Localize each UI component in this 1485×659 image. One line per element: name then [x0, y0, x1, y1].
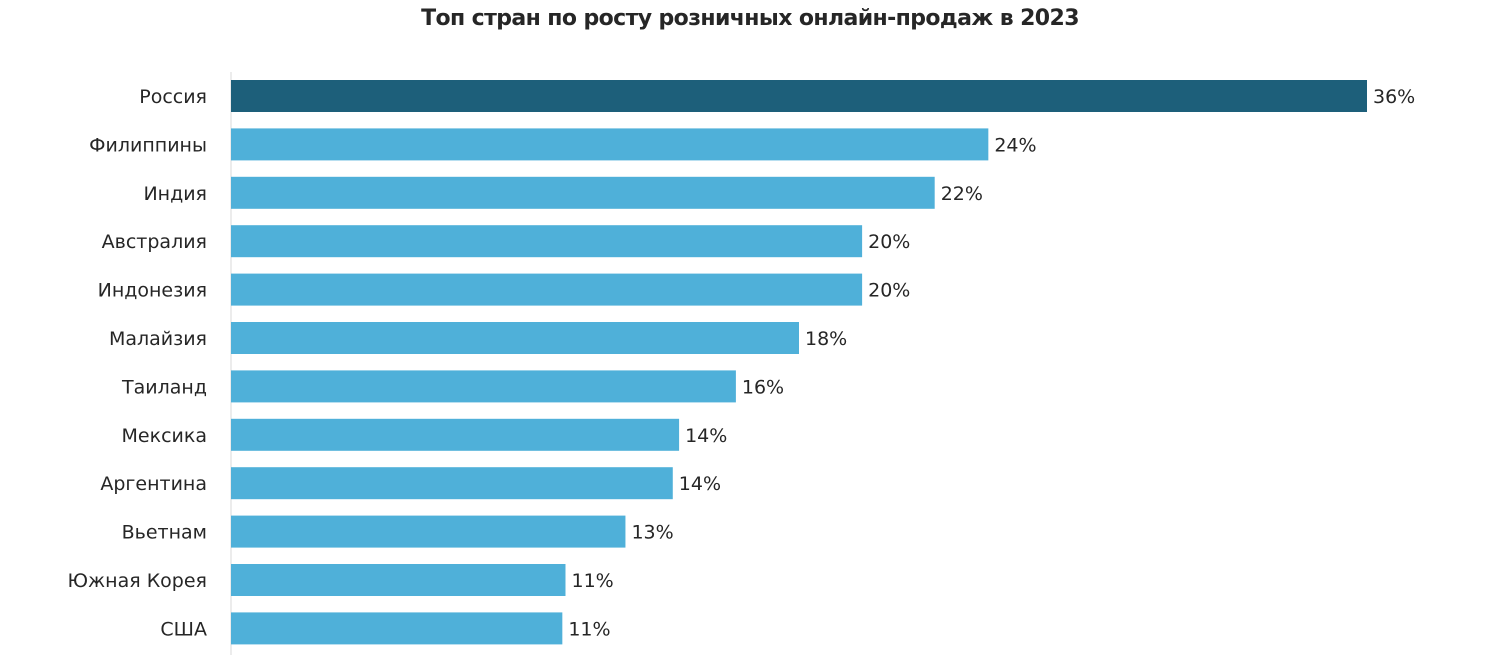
bar-8 [231, 467, 673, 500]
value-label: 18% [805, 328, 847, 350]
value-label: 11% [568, 618, 610, 640]
category-label: Аргентина [100, 473, 207, 495]
category-label: Индия [143, 183, 207, 205]
category-label: Россия [139, 86, 207, 108]
bar-4 [231, 273, 863, 306]
bar-10 [231, 564, 566, 596]
bar-1 [231, 128, 989, 161]
value-label: 22% [941, 183, 983, 205]
category-label: Вьетнам [122, 522, 207, 544]
chart-title: Топ стран по росту розничных онлайн-прод… [421, 6, 1079, 31]
category-label: США [160, 618, 207, 640]
category-label: Малайзия [109, 328, 207, 350]
category-label: Южная Корея [68, 570, 207, 592]
value-label: 14% [685, 425, 727, 447]
category-label: Мексика [122, 425, 207, 447]
category-label: Таиланд [121, 376, 207, 398]
bar-0 [231, 80, 1367, 112]
bar-3 [231, 225, 863, 258]
category-label: Австралия [102, 231, 207, 253]
value-label: 14% [679, 473, 721, 495]
bar-5 [231, 322, 799, 354]
bar-11 [231, 612, 563, 645]
value-label: 24% [994, 134, 1036, 156]
bars-group: Россия 36% Филиппины 24% Индия 22% Австралия 20… [68, 80, 1415, 645]
bar-7 [231, 418, 680, 451]
bar-6 [231, 370, 736, 403]
value-label: 11% [571, 570, 613, 592]
value-label: 36% [1373, 86, 1415, 108]
value-label: 20% [868, 280, 910, 302]
bar-2 [231, 176, 935, 209]
category-label: Индонезия [98, 280, 207, 302]
value-label: 13% [631, 522, 673, 544]
value-label: 16% [742, 376, 784, 398]
value-label: 20% [868, 231, 910, 253]
category-label: Филиппины [89, 134, 207, 156]
bar-9 [231, 515, 626, 548]
